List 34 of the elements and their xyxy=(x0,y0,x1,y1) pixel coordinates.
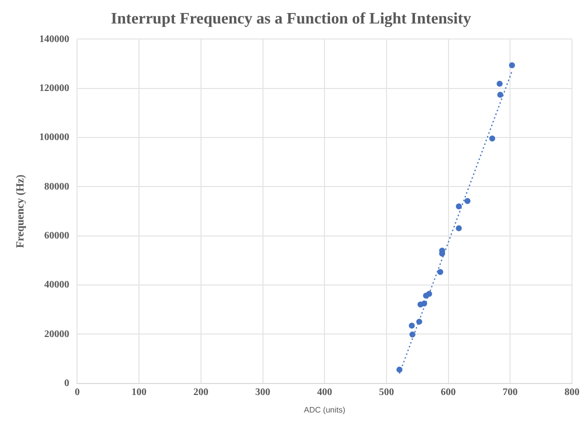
x-tick-label: 400 xyxy=(317,386,332,398)
point xyxy=(456,203,462,210)
point xyxy=(489,136,496,142)
x-axis-title: ADC (units) xyxy=(304,405,346,414)
point xyxy=(416,318,422,325)
y-tick-label: 40000 xyxy=(44,280,70,291)
x-tick-label: 100 xyxy=(132,386,147,398)
chart-title: Interrupt Frequency as a Function of Light Intensity xyxy=(110,10,472,28)
y-tick-label: 60000 xyxy=(44,230,70,242)
y-tick-label: 100000 xyxy=(39,132,70,144)
point xyxy=(409,331,416,338)
x-tick-label: 500 xyxy=(378,386,394,398)
y-tick-label: 80000 xyxy=(44,181,70,192)
point xyxy=(456,225,462,232)
point xyxy=(497,92,504,98)
x-tick-label: 200 xyxy=(193,386,208,398)
point xyxy=(396,366,402,373)
y-tick-label: 120000 xyxy=(39,82,70,94)
point xyxy=(496,80,503,87)
point xyxy=(426,290,432,297)
x-tick-label: 800 xyxy=(564,386,580,398)
point xyxy=(509,62,516,68)
x-tick-label: 700 xyxy=(502,386,518,398)
y-axis-title: Frequency (Hz) xyxy=(14,174,26,248)
point xyxy=(408,322,415,329)
point xyxy=(437,269,444,276)
point xyxy=(464,198,470,204)
x-tick-label: 600 xyxy=(440,386,456,398)
x-tick-label: 300 xyxy=(255,386,270,398)
point xyxy=(421,300,428,306)
y-tick-label: 0 xyxy=(64,378,70,389)
y-tick-label: 140000 xyxy=(39,34,70,45)
x-tick-label: 0 xyxy=(74,386,80,398)
y-tick-label: 20000 xyxy=(44,328,70,340)
